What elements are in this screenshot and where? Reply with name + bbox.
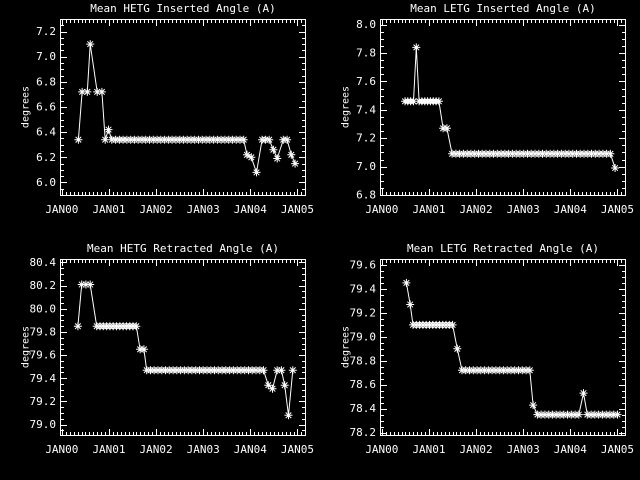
plot-svg: JAN00 JAN01 JAN02 JAN03 JAN04 JAN05 78.2 78.4 78… <box>350 258 635 456</box>
chart-title: Mean LETG Inserted Angle (A) <box>410 2 596 15</box>
y-tick-label: 8.0 <box>356 18 376 31</box>
plot-svg: JAN00 JAN01 JAN02 JAN03 JAN04 JAN05 6.8 7.0 7.2 7… <box>356 18 634 216</box>
x-tick-label: JAN01 <box>412 203 445 216</box>
chart-mean-letg-retracted-angle: Mean LETG Retracted Angle (A) degrees JA… <box>320 240 640 480</box>
y-tick-label: 78.6 <box>350 378 377 391</box>
x-tick-label: JAN04 <box>554 203 587 216</box>
plot-area: JAN00 JAN01 JAN02 JAN03 JAN04 JAN05 6.0 6.2 6.4 6… <box>0 0 320 240</box>
y-tick-label: 78.2 <box>350 426 377 439</box>
x-tick-label: JAN05 <box>281 443 314 456</box>
y-tick-label: 7.8 <box>356 47 376 60</box>
plot-svg: JAN00 JAN01 JAN02 JAN03 JAN04 JAN05 79.0 79.2 79… <box>30 256 315 456</box>
x-tick-label: JAN00 <box>365 203 398 216</box>
plot-box <box>380 19 626 196</box>
plot-area: JAN00 JAN01 JAN02 JAN03 JAN04 JAN05 6.8 7.0 7.2 7… <box>320 0 640 240</box>
y-tick-label: 6.4 <box>36 126 56 139</box>
x-tick-label: JAN02 <box>460 443 493 456</box>
x-tick-label: JAN02 <box>140 443 173 456</box>
x-tick-label: JAN02 <box>460 203 493 216</box>
x-tick-label: JAN03 <box>507 443 540 456</box>
axis-ticks <box>61 260 305 435</box>
chart-mean-hetg-retracted-angle: Mean HETG Retracted Angle (A) degrees JA… <box>0 240 320 480</box>
x-tick-label: JAN03 <box>187 203 220 216</box>
y-tick-label: 79.6 <box>350 258 377 271</box>
data-markers <box>401 43 620 172</box>
y-tick-label: 79.2 <box>30 395 57 408</box>
x-tick-label: JAN03 <box>507 203 540 216</box>
x-tick-label: JAN01 <box>412 443 445 456</box>
y-tick-label: 6.8 <box>356 189 376 202</box>
x-tick-label: JAN00 <box>365 443 398 456</box>
y-tick-label: 7.0 <box>356 160 376 173</box>
x-tick-label: JAN01 <box>92 443 125 456</box>
chart-title: Mean HETG Retracted Angle (A) <box>86 242 280 255</box>
x-tick-label: JAN05 <box>601 443 634 456</box>
y-tick-label: 78.4 <box>350 402 377 415</box>
plot-svg: JAN00 JAN01 JAN02 JAN03 JAN04 JAN05 6.0 6.2 6.4 6… <box>36 19 314 216</box>
chart-title: Mean LETG Retracted Angle (A) <box>406 242 600 255</box>
plot-area: JAN00 JAN01 JAN02 JAN03 JAN04 JAN05 78.2 78.4 78… <box>320 240 640 480</box>
chart-mean-hetg-inserted-angle: Mean HETG Inserted Angle (A) degrees JAN… <box>0 0 320 240</box>
plot-box <box>380 259 626 436</box>
y-tick-label: 6.8 <box>36 75 56 88</box>
plot-box <box>60 19 306 196</box>
y-tick-label: 6.6 <box>36 101 56 114</box>
y-tick-label: 80.0 <box>30 302 57 315</box>
plot-area: JAN00 JAN01 JAN02 JAN03 JAN04 JAN05 79.0 79.2 79… <box>0 240 320 480</box>
axis-ticks <box>61 19 305 196</box>
axis-ticks <box>381 259 625 435</box>
x-tick-label: JAN04 <box>234 203 267 216</box>
y-tick-label: 79.4 <box>30 372 57 385</box>
x-tick-label: JAN03 <box>187 443 220 456</box>
x-tick-label: JAN02 <box>140 203 173 216</box>
data-line <box>77 284 294 416</box>
y-tick-label: 79.0 <box>350 330 377 343</box>
data-markers <box>73 280 297 420</box>
x-tick-label: JAN05 <box>281 203 314 216</box>
y-tick-label: 79.2 <box>350 306 377 319</box>
x-tick-label: JAN00 <box>45 443 78 456</box>
y-tick-label: 6.2 <box>36 151 56 164</box>
x-tick-label: JAN00 <box>45 203 78 216</box>
y-tick-label: 79.8 <box>30 325 57 338</box>
x-tick-label: JAN04 <box>234 443 267 456</box>
y-tick-label: 7.4 <box>356 103 376 116</box>
y-tick-label: 79.6 <box>30 349 57 362</box>
y-tick-label: 6.0 <box>36 176 56 189</box>
y-tick-label: 80.2 <box>30 279 57 292</box>
data-line <box>77 44 296 173</box>
y-tick-label: 7.2 <box>356 132 376 145</box>
x-tick-label: JAN05 <box>601 203 634 216</box>
chart-title: Mean HETG Inserted Angle (A) <box>90 2 276 15</box>
chart-mean-letg-inserted-angle: Mean LETG Inserted Angle (A) degrees JAN… <box>320 0 640 240</box>
x-tick-label: JAN04 <box>554 443 587 456</box>
y-tick-label: 79.4 <box>350 282 377 295</box>
axis-ticks <box>381 20 625 196</box>
y-tick-label: 7.2 <box>36 25 56 38</box>
y-tick-label: 7.0 <box>36 50 56 63</box>
y-tick-label: 79.0 <box>30 418 57 431</box>
data-markers <box>74 40 300 177</box>
data-markers <box>402 278 622 419</box>
y-tick-label: 7.6 <box>356 75 376 88</box>
y-tick-label: 78.8 <box>350 354 377 367</box>
x-tick-label: JAN01 <box>92 203 125 216</box>
y-tick-label: 80.4 <box>30 256 57 269</box>
plot-box <box>60 259 306 436</box>
